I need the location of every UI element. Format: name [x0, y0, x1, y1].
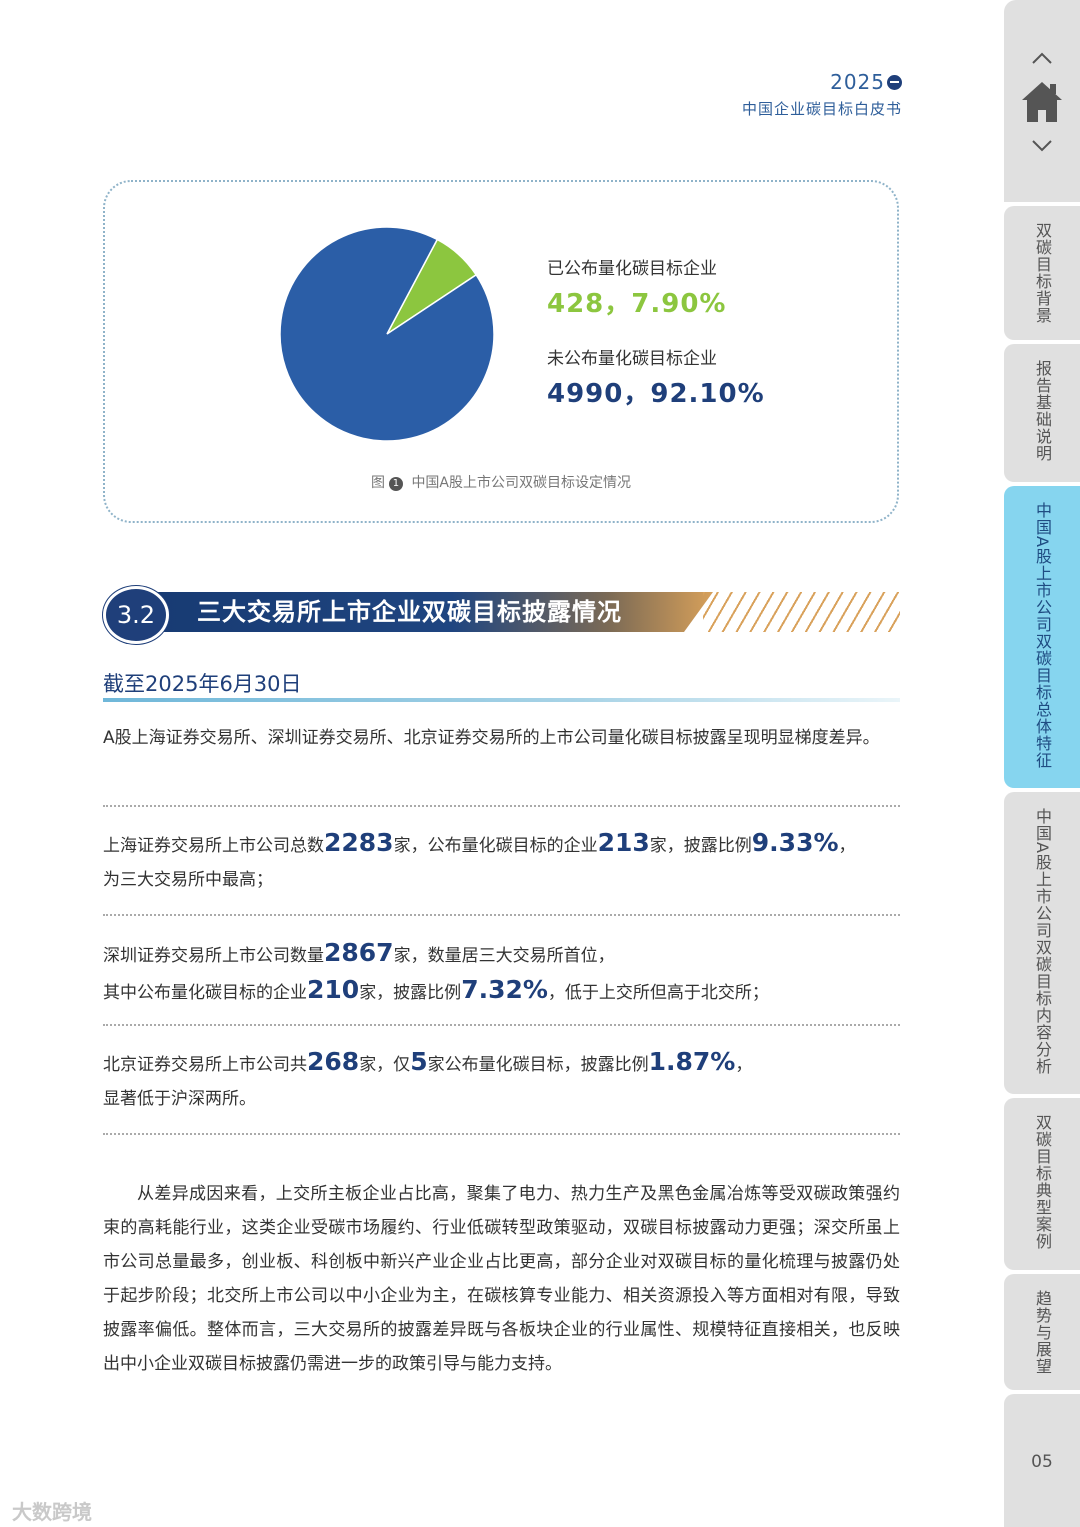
sidebar-nav: 双碳目标背景 报告基础说明 中国A股上市公司双碳目标总体特征 中国A股上市公司双…: [1004, 0, 1080, 1527]
nav-home-block: [1004, 0, 1080, 202]
chevron-down-icon[interactable]: [1031, 134, 1053, 159]
divider: [103, 1024, 900, 1026]
bse-paragraph: 北京证券交易所上市公司共268家，仅5家公布量化碳目标，披露比例1.87%， 显…: [103, 1047, 753, 1109]
header-year: 2025: [742, 70, 902, 94]
chart-legend: 已公布量化碳目标企业 428，7.90% 未公布量化碳目标企业 4990，92.…: [547, 254, 765, 434]
analysis-paragraph: 从差异成因来看，上交所主板企业占比高，聚集了电力、热力生产及黑色金属冶炼等受双碳…: [103, 1184, 900, 1374]
sidebar-item-content-analysis[interactable]: 中国A股上市公司双碳目标内容分析: [1004, 792, 1080, 1094]
legend-unpublished-value: 4990，92.10%: [547, 379, 765, 409]
banner-bar: [133, 592, 713, 632]
sidebar-item-overall-features[interactable]: 中国A股上市公司双碳目标总体特征: [1004, 486, 1080, 788]
sidebar-item-outlook[interactable]: 趋势与展望: [1004, 1274, 1080, 1390]
divider: [103, 805, 900, 807]
legend-published-label: 已公布量化碳目标企业: [547, 259, 717, 279]
intro-paragraph: A股上海证券交易所、深圳证券交易所、北京证券交易所的上市公司量化碳目标披露呈现明…: [103, 728, 880, 748]
figure-number-badge: 1: [388, 477, 403, 491]
divider: [103, 1133, 900, 1135]
pie-chart: [279, 226, 495, 442]
subheading-underline: [103, 698, 900, 702]
header-subtitle: 中国企业碳目标白皮书: [741, 100, 902, 118]
section-number: 3.2: [103, 586, 169, 644]
sidebar-item-background[interactable]: 双碳目标背景: [1004, 206, 1080, 340]
globe-icon: [887, 75, 902, 90]
sse-paragraph: 上海证券交易所上市公司总数2283家，公布量化碳目标的企业213家，披露比例9.…: [103, 828, 856, 890]
home-icon[interactable]: [1020, 80, 1064, 124]
section-banner: 3.2 三大交易所上市企业双碳目标披露情况: [103, 586, 900, 644]
chevron-up-icon[interactable]: [1031, 46, 1053, 71]
divider: [103, 914, 900, 916]
section-title: 三大交易所上市企业双碳目标披露情况: [197, 598, 622, 626]
page-number: 05: [1004, 1394, 1080, 1527]
szse-paragraph: 深圳证券交易所上市公司数量2867家，数量居三大交易所首位， 其中公布量化碳目标…: [103, 938, 769, 1004]
pie-slice-unpublished: [279, 226, 495, 442]
banner-stripes: [703, 592, 900, 632]
page-header: 2025 中国企业碳目标白皮书: [742, 70, 902, 119]
chart-card: 已公布量化碳目标企业 428，7.90% 未公布量化碳目标企业 4990，92.…: [103, 180, 899, 523]
date-subheading: 截至2025年6月30日: [103, 672, 302, 696]
sidebar-item-cases[interactable]: 双碳目标典型案例: [1004, 1098, 1080, 1270]
legend-published-value: 428，7.90%: [547, 289, 727, 319]
legend-unpublished-label: 未公布量化碳目标企业: [547, 349, 717, 369]
watermark: 大数跨境: [12, 1500, 92, 1524]
sidebar-item-report-basics[interactable]: 报告基础说明: [1004, 344, 1080, 482]
